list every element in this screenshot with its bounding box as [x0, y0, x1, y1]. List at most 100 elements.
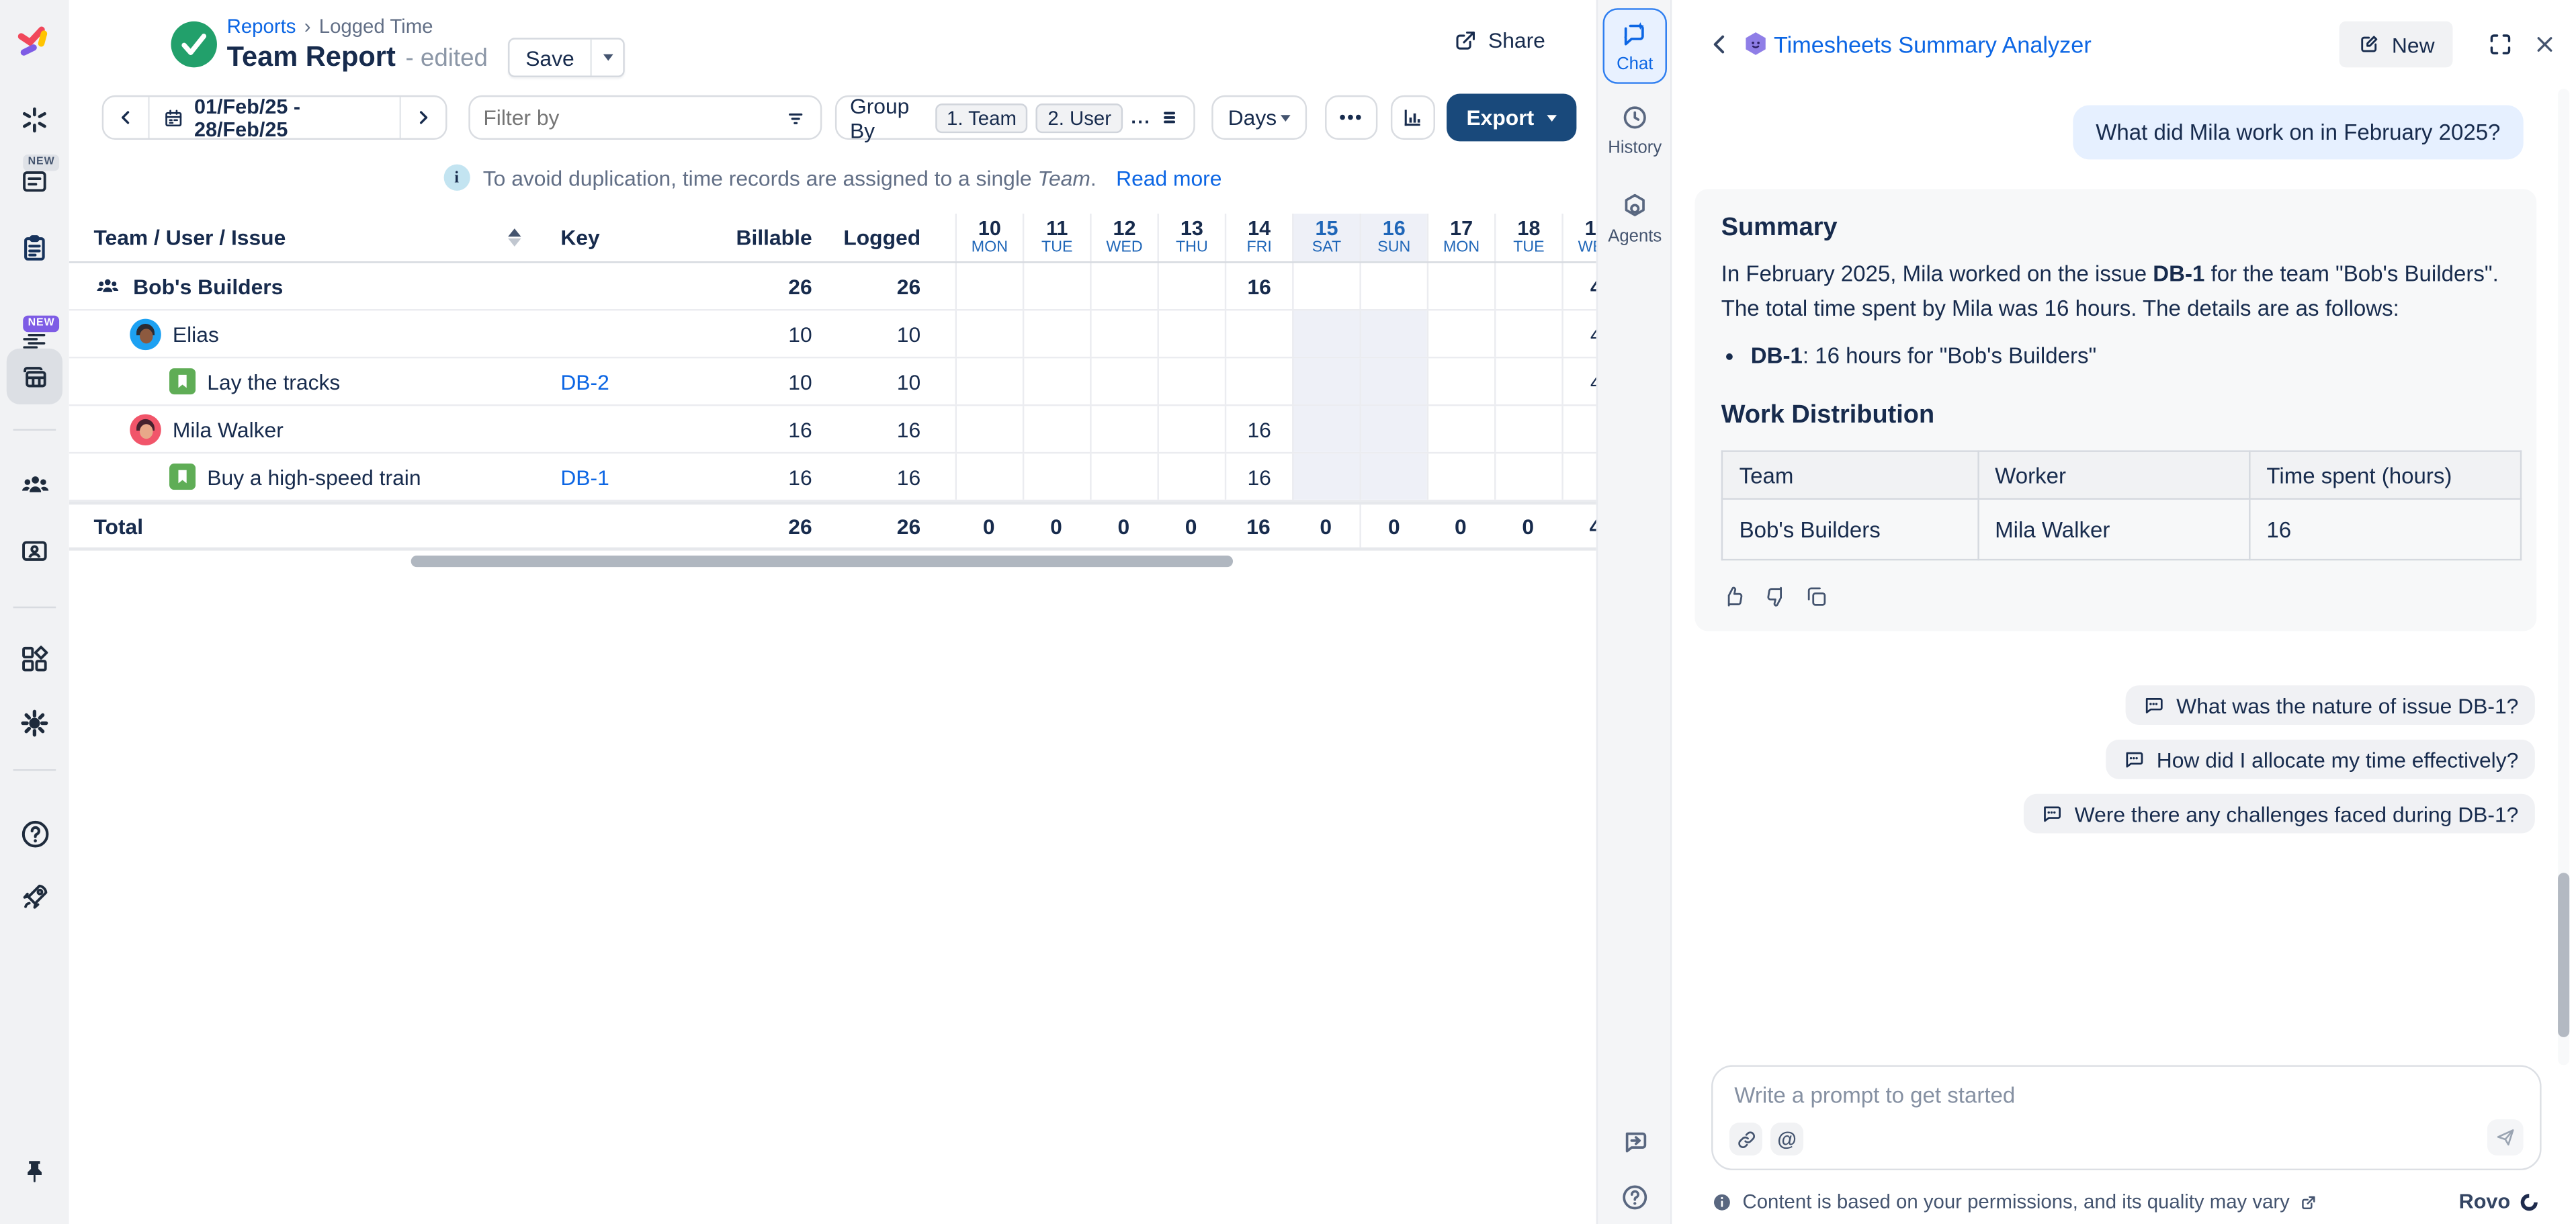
day-cell[interactable]	[1157, 310, 1224, 357]
day-cell[interactable]	[1494, 358, 1561, 404]
previous-period-button[interactable]	[103, 97, 148, 138]
day-header[interactable]: 18 TUE	[1494, 214, 1561, 262]
chart-view-button[interactable]	[1390, 95, 1435, 140]
tempo-logo[interactable]	[0, 23, 69, 66]
day-cell[interactable]	[1292, 263, 1359, 309]
table-row-team[interactable]: Bob's Builders 26 26 16 4	[69, 263, 1596, 311]
copy-button[interactable]	[1803, 584, 1830, 610]
sidebar-item-help[interactable]	[0, 817, 69, 851]
day-cell[interactable]	[1022, 358, 1090, 404]
day-cell[interactable]	[955, 453, 1023, 500]
group-chip-more[interactable]: ...	[1131, 107, 1152, 128]
day-cell[interactable]	[1090, 406, 1157, 452]
rail-tab-chat[interactable]: Chat	[1602, 8, 1667, 84]
external-link-icon[interactable]	[2300, 1192, 2318, 1211]
sidebar-item-reports-new[interactable]: NEW	[0, 154, 69, 198]
breadcrumb-reports-link[interactable]: Reports	[226, 15, 296, 38]
day-header[interactable]: 13 THU	[1157, 214, 1224, 262]
day-cell[interactable]	[1359, 453, 1427, 500]
thumbs-up-button[interactable]	[1721, 584, 1748, 610]
day-cell[interactable]: 16	[1224, 263, 1292, 309]
day-cell[interactable]	[1090, 358, 1157, 404]
sidebar-item-teams[interactable]	[0, 468, 69, 502]
next-period-button[interactable]	[401, 97, 445, 138]
rail-tab-history[interactable]: History	[1603, 102, 1667, 158]
sidebar-item-timesheets-new[interactable]: NEW	[0, 315, 69, 358]
back-chevron-icon[interactable]	[1707, 31, 1733, 57]
day-cell[interactable]	[1292, 358, 1360, 404]
sidebar-item-whats-new[interactable]	[0, 879, 69, 914]
thumbs-down-button[interactable]	[1762, 584, 1789, 610]
user-name[interactable]: Mila Walker	[172, 417, 284, 441]
filter-by-control[interactable]	[468, 95, 822, 140]
group-chip-user[interactable]: 2. User	[1036, 102, 1123, 132]
day-cell[interactable]	[1022, 453, 1090, 500]
user-name[interactable]: Elias	[172, 321, 219, 347]
table-row-user[interactable]: Mila Walker 16 16 16	[69, 406, 1596, 454]
more-options-button[interactable]: •••	[1325, 95, 1378, 140]
mention-button[interactable]: @	[1770, 1123, 1804, 1156]
filter-input[interactable]	[483, 105, 746, 130]
day-cell[interactable]: 16	[1224, 406, 1292, 452]
day-cell[interactable]	[1157, 453, 1224, 500]
suggested-prompt[interactable]: Were there any challenges faced during D…	[2023, 793, 2535, 834]
day-cell[interactable]	[1157, 358, 1224, 404]
export-button[interactable]: Export	[1447, 93, 1577, 142]
day-header-weekend[interactable]: 16 SUN	[1359, 214, 1427, 262]
expand-icon[interactable]	[2487, 31, 2514, 57]
day-header[interactable]: 11 TUE	[1022, 214, 1090, 262]
day-cell[interactable]	[1292, 406, 1360, 452]
day-cell[interactable]	[1426, 263, 1494, 309]
feedback-button[interactable]	[1598, 1126, 1672, 1157]
day-cell[interactable]	[1426, 453, 1494, 500]
day-cell[interactable]: 4	[1561, 358, 1596, 404]
rail-help-button[interactable]	[1598, 1182, 1672, 1213]
day-cell[interactable]	[1561, 453, 1596, 500]
sidebar-item-settings[interactable]	[0, 707, 69, 740]
issue-summary[interactable]: Buy a high-speed train	[207, 464, 421, 489]
day-cell[interactable]	[1359, 310, 1427, 357]
day-cell[interactable]	[1426, 406, 1494, 452]
day-cell[interactable]: 16	[1224, 453, 1292, 500]
save-dropdown-button[interactable]	[591, 39, 624, 76]
share-button[interactable]: Share	[1454, 28, 1545, 52]
day-cell[interactable]	[1022, 263, 1090, 309]
day-header[interactable]: 19WED	[1561, 214, 1596, 262]
day-cell[interactable]	[1292, 453, 1360, 500]
save-split-button[interactable]: Save	[507, 38, 626, 77]
prompt-input[interactable]	[1734, 1083, 2425, 1108]
attach-link-button[interactable]	[1729, 1123, 1762, 1156]
day-cell[interactable]	[1292, 310, 1360, 357]
suggested-prompt[interactable]: What was the nature of issue DB-1?	[2125, 685, 2535, 725]
column-billable[interactable]: Billable	[736, 225, 812, 250]
day-cell[interactable]	[1494, 406, 1561, 452]
read-more-link[interactable]: Read more	[1116, 165, 1222, 190]
issue-key-link[interactable]: DB-1	[560, 464, 609, 489]
team-name[interactable]: Bob's Builders	[133, 273, 284, 299]
sidebar-item-resources[interactable]	[0, 534, 69, 567]
column-key[interactable]: Key	[560, 225, 600, 250]
table-row-user[interactable]: Elias 10 10 4	[69, 310, 1596, 359]
day-header-weekend[interactable]: 15 SAT	[1292, 214, 1360, 262]
table-row-issue[interactable]: Lay the tracks DB-2 10 10 4	[69, 358, 1596, 406]
day-cell[interactable]	[1022, 406, 1090, 452]
sidebar-item-reports-selected[interactable]	[6, 348, 62, 404]
day-cell[interactable]	[1022, 310, 1090, 357]
suggested-prompt[interactable]: How did I allocate my time effectively?	[2105, 740, 2535, 779]
day-cell[interactable]	[1157, 406, 1224, 452]
group-list-icon[interactable]	[1159, 105, 1180, 130]
table-row-issue[interactable]: Buy a high-speed train DB-1 16 16 16	[69, 453, 1596, 502]
day-cell[interactable]	[1494, 453, 1561, 500]
day-cell[interactable]	[1359, 406, 1427, 452]
day-cell[interactable]	[1426, 358, 1494, 404]
sidebar-item-tracker[interactable]	[0, 103, 69, 136]
day-cell[interactable]	[1359, 263, 1426, 309]
send-button[interactable]	[2487, 1119, 2524, 1156]
agent-title[interactable]: Timesheets Summary Analyzer	[1774, 31, 2092, 58]
day-header[interactable]: 10 MON	[955, 214, 1023, 262]
day-cell[interactable]	[955, 310, 1023, 357]
day-cell[interactable]	[955, 263, 1023, 309]
new-conversation-button[interactable]: New	[2339, 21, 2453, 68]
day-cell[interactable]	[955, 406, 1023, 452]
save-button[interactable]: Save	[525, 45, 574, 70]
